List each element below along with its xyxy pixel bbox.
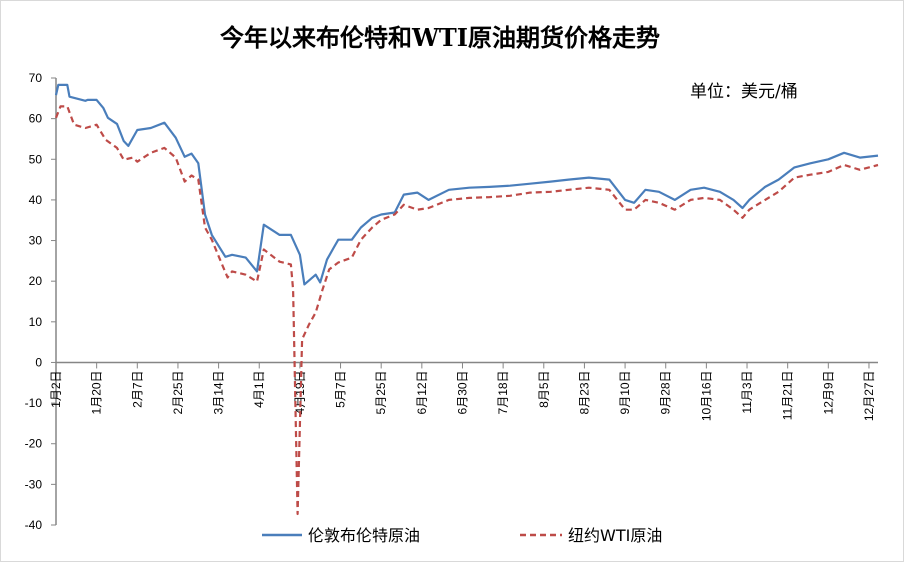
x-tick-label: 11月3日 <box>740 370 754 413</box>
x-tick-label: 2月25日 <box>171 370 185 414</box>
x-tick-label: 12月27日 <box>862 370 876 421</box>
x-tick-label: 6月12日 <box>415 370 429 414</box>
y-tick-label: 30 <box>29 234 43 248</box>
x-tick-label: 12月9日 <box>821 370 835 414</box>
legend-label-wti: 纽约WTI原油 <box>568 526 662 545</box>
x-tick-label: 2月7日 <box>130 370 144 407</box>
chart-title: 今年以来布伦特和WTI原油期货价格走势 <box>220 23 660 52</box>
x-tick-label: 1月2日 <box>49 370 63 407</box>
x-axis: 1月2日 1月20日 2月7日 2月25日 3月14日 4月1日 4月19日 5月7日 5月25… <box>49 361 878 421</box>
y-tick-label: 70 <box>29 71 43 85</box>
y-tick-label: -20 <box>25 437 43 451</box>
x-tick-label: 11月21日 <box>781 370 795 420</box>
x-tick-label: 10月16日 <box>699 370 713 421</box>
x-tick-label: 8月23日 <box>577 370 591 414</box>
legend-label-brent: 伦敦布伦特原油 <box>308 526 420 545</box>
x-tick-label: 8月5日 <box>537 370 551 407</box>
x-tick-label: 6月30日 <box>455 370 469 414</box>
y-axis: 70 60 50 40 30 20 10 0 -10 -20 -30 -40 <box>25 71 57 532</box>
legend: 伦敦布伦特原油 纽约WTI原油 <box>262 526 662 545</box>
y-tick-label: 0 <box>35 355 42 369</box>
y-tick-label: 50 <box>29 152 43 166</box>
x-tick-label: 3月14日 <box>212 370 226 414</box>
y-tick-label: -40 <box>25 518 43 532</box>
y-tick-label: -10 <box>25 396 43 410</box>
unit-label: 单位：美元/桶 <box>690 82 798 102</box>
x-tick-label: 5月7日 <box>334 370 348 407</box>
y-tick-label: 20 <box>29 274 43 288</box>
x-tick-label: 1月20日 <box>90 370 104 414</box>
y-tick-label: 60 <box>29 112 43 126</box>
series-line-brent <box>54 83 879 286</box>
x-tick-label: 5月25日 <box>374 370 388 414</box>
series-lines <box>54 83 879 516</box>
x-tick-label: 4月1日 <box>252 370 266 407</box>
y-tick-label: 10 <box>29 315 43 329</box>
x-tick-label: 9月10日 <box>618 370 632 414</box>
x-tick-label: 9月28日 <box>659 370 673 414</box>
y-tick-label: -30 <box>25 477 43 491</box>
y-tick-label: 40 <box>29 193 43 207</box>
x-tick-label: 7月18日 <box>496 370 510 414</box>
series-line-wti <box>54 105 879 516</box>
